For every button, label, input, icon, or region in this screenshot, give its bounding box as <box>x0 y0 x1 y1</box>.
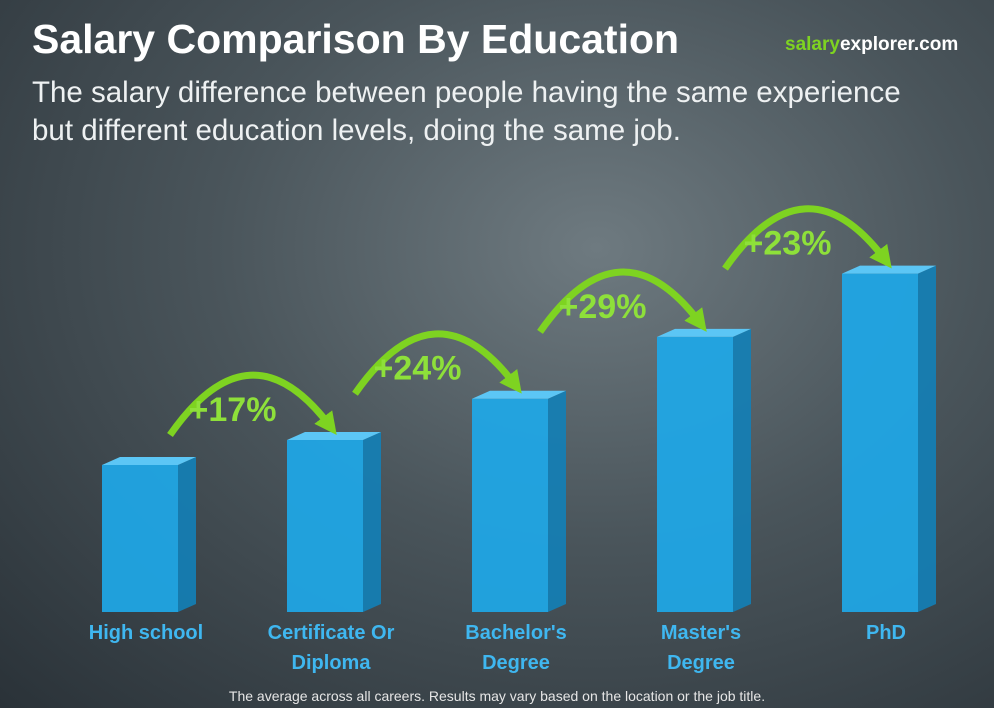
increase-arrow <box>167 371 337 438</box>
category-label: High school <box>88 622 204 644</box>
category-label: Bachelor's Degree <box>465 622 567 674</box>
increase-label: +29% <box>559 288 647 326</box>
bar-front <box>102 465 178 612</box>
category-label: Master's Degree <box>660 622 742 674</box>
bar-top <box>102 457 196 465</box>
bar <box>287 432 381 612</box>
bar-side <box>918 265 936 612</box>
bar-side <box>178 457 196 612</box>
bar-front <box>472 398 548 612</box>
bar <box>657 328 751 612</box>
bar <box>842 265 936 612</box>
footnote: The average across all careers. Results … <box>228 688 766 704</box>
increase-label: +24% <box>374 350 462 388</box>
bar-side <box>548 390 566 612</box>
bar-side <box>733 328 751 612</box>
increase-arrow <box>722 205 892 271</box>
category-label: PhD <box>866 622 906 644</box>
bar-front <box>657 336 733 612</box>
increase-arrow <box>352 330 522 396</box>
bar-top <box>472 390 566 399</box>
bar-top <box>657 328 751 337</box>
increase-label: +17% <box>189 391 277 429</box>
bar-top <box>842 265 936 274</box>
bar-front <box>287 440 363 612</box>
brand: salaryexplorer.com <box>785 34 958 56</box>
title: Salary Comparison By Education <box>32 16 680 62</box>
bar-side <box>363 432 381 612</box>
increase-label: +23% <box>744 225 832 263</box>
bar <box>472 390 566 612</box>
subtitle: The salary difference between people hav… <box>32 76 901 147</box>
category-label: Certificate Or Diploma <box>267 622 395 674</box>
bar-front <box>842 273 918 612</box>
brand-rest: explorer.com <box>839 34 959 55</box>
brand-highlight: salary <box>785 34 840 55</box>
increase-arrow <box>537 268 707 334</box>
bar <box>102 457 196 612</box>
bar-top <box>287 432 381 441</box>
